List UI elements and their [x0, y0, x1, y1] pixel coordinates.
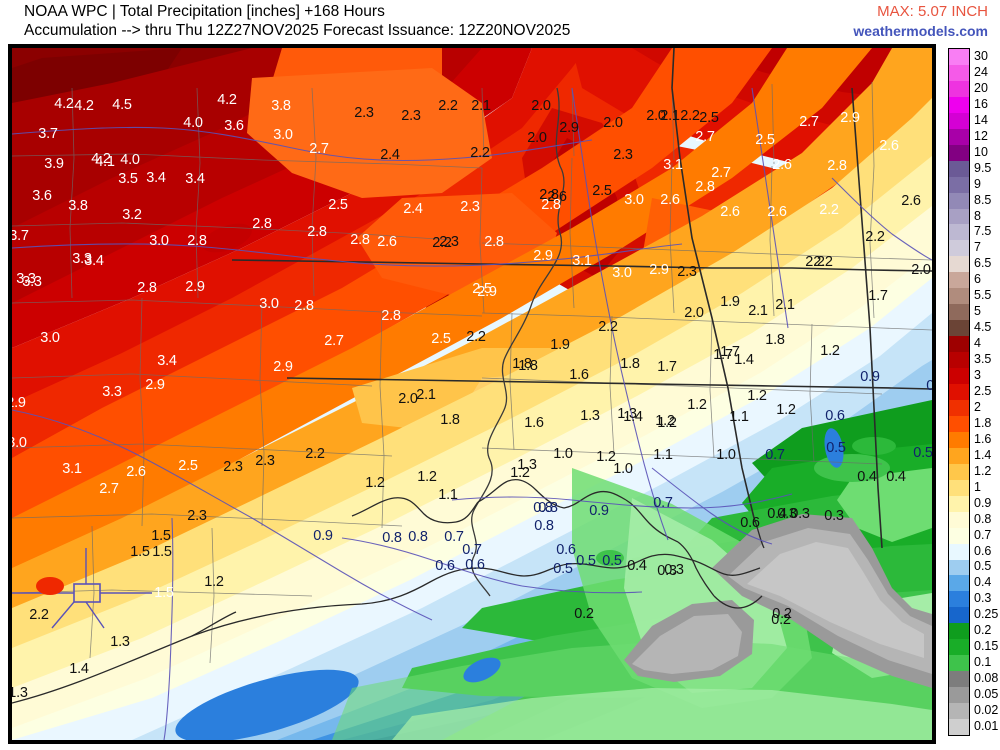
colorbar-tick: 0.05	[974, 687, 999, 702]
colorbar-band	[949, 527, 969, 544]
colorbar-tick: 0.1	[974, 655, 992, 670]
colorbar-tick: 0.8	[974, 511, 992, 526]
colorbar-tick: 14	[974, 112, 988, 127]
header-bar: NOAA WPC | Total Precipitation [inches] …	[0, 0, 1000, 44]
title-block: NOAA WPC | Total Precipitation [inches] …	[24, 2, 570, 40]
colorbar-band	[949, 447, 969, 464]
colorbar-tick-labels: 30 24 20 16 14 12 10 9.5 9 8.5 8 7.5 7 6.5 6 5.5 5 4.5 4 3.…	[974, 48, 1000, 748]
title-line-2: Accumulation --> thru Thu 12Z27NOV2025 F…	[24, 22, 571, 39]
colorbar-tick: 0.7	[974, 527, 992, 542]
colorbar-tick: 2	[974, 399, 981, 414]
colorbar-band	[949, 272, 969, 289]
colorbar-band	[949, 415, 969, 432]
colorbar-band	[949, 639, 969, 656]
colorbar-band	[949, 607, 969, 624]
colorbar-band	[949, 384, 969, 400]
colorbar-band	[949, 671, 969, 688]
colorbar-tick: 5.5	[974, 288, 992, 303]
colorbar-band	[949, 288, 969, 305]
colorbar-band	[949, 256, 969, 273]
precipitation-map[interactable]: 4.2 4.2 4.5 4.2 3.8 4.0 3.6 3.0 3.7 2.7 2.3 2.3 2.2 2…	[8, 44, 936, 744]
colorbar-band	[949, 176, 969, 193]
colorbar-tick: 3.5	[974, 352, 992, 367]
colorbar-tick: 7	[974, 240, 981, 255]
colorbar-tick: 10	[974, 144, 988, 159]
colorbar-tick: 3	[974, 368, 981, 383]
colorbar-band	[949, 463, 969, 480]
colorbar-tick: 0.3	[974, 591, 992, 606]
colorbar-tick: 1.6	[974, 431, 992, 446]
colorbar-tick: 0.6	[974, 543, 992, 558]
colorbar-band	[949, 543, 969, 560]
colorbar-band	[949, 112, 969, 129]
colorbar-band	[949, 687, 969, 704]
colorbar-tick: 30	[974, 48, 988, 63]
colorbar-tick: 4.5	[974, 320, 992, 335]
colorbar-tick: 8	[974, 208, 981, 223]
colorbar-tick: 24	[974, 64, 988, 79]
colorbar-tick: 1	[974, 479, 981, 494]
colorbar-band	[949, 703, 969, 720]
colorbar-tick: 20	[974, 80, 988, 95]
title-line-1: NOAA WPC | Total Precipitation [inches] …	[24, 3, 385, 20]
colorbar-tick: 8.5	[974, 192, 992, 207]
colorbar-tick: 5	[974, 304, 981, 319]
colorbar-tick: 0.2	[974, 623, 992, 638]
colorbar-band	[949, 304, 969, 321]
colorbar-tick: 2.5	[974, 384, 992, 398]
colorbar-tick: 0.15	[974, 639, 999, 654]
colorbar-tick: 12	[974, 128, 988, 143]
colorbar-tick: 1.2	[974, 463, 992, 478]
colorbar-band	[949, 399, 969, 416]
precipitation-colorbar[interactable]	[948, 48, 970, 736]
colorbar-tick: 0.4	[974, 575, 992, 590]
colorbar-band	[949, 719, 969, 735]
colorbar-band	[949, 160, 969, 177]
colorbar-band	[949, 96, 969, 113]
colorbar-tick: 1.8	[974, 415, 992, 430]
colorbar-tick: 4	[974, 336, 981, 351]
colorbar-band	[949, 511, 969, 528]
colorbar-band	[949, 144, 969, 161]
colorbar-band	[949, 352, 969, 369]
watermark-site-label[interactable]: weathermodels.com	[853, 23, 988, 39]
colorbar-tick: 9.5	[974, 160, 992, 175]
colorbar-band	[949, 655, 969, 672]
colorbar-tick: 0.01	[974, 719, 999, 734]
map-canvas	[12, 48, 932, 740]
colorbar-band	[949, 623, 969, 640]
colorbar-band	[949, 575, 969, 592]
colorbar-band	[949, 128, 969, 145]
colorbar-band	[949, 368, 969, 385]
colorbar-tick: 0.25	[974, 607, 999, 622]
colorbar-band	[949, 479, 969, 496]
colorbar-band	[949, 559, 969, 576]
colorbar-band	[949, 431, 969, 448]
colorbar-band	[949, 192, 969, 209]
colorbar-tick: 1.4	[974, 447, 992, 462]
colorbar-band	[949, 64, 969, 81]
colorbar-tick: 9	[974, 176, 981, 191]
colorbar-tick: 0.02	[974, 703, 999, 718]
colorbar-band	[949, 591, 969, 608]
colorbar-tick: 0.08	[974, 671, 999, 686]
colorbar-band	[949, 336, 969, 353]
colorbar-tick: 6	[974, 272, 981, 287]
colorbar-band	[949, 320, 969, 337]
colorbar-band	[949, 240, 969, 257]
colorbar-tick: 0.5	[974, 559, 992, 574]
colorbar-band	[949, 49, 969, 65]
max-value-label: MAX: 5.07 INCH	[877, 3, 988, 20]
colorbar-band	[949, 495, 969, 512]
colorbar-tick: 16	[974, 96, 988, 111]
colorbar-tick: 0.9	[974, 495, 992, 510]
colorbar-band	[949, 224, 969, 241]
colorbar-tick: 6.5	[974, 256, 992, 271]
colorbar-band	[949, 208, 969, 225]
colorbar-band	[949, 80, 969, 97]
colorbar-tick: 7.5	[974, 224, 992, 239]
